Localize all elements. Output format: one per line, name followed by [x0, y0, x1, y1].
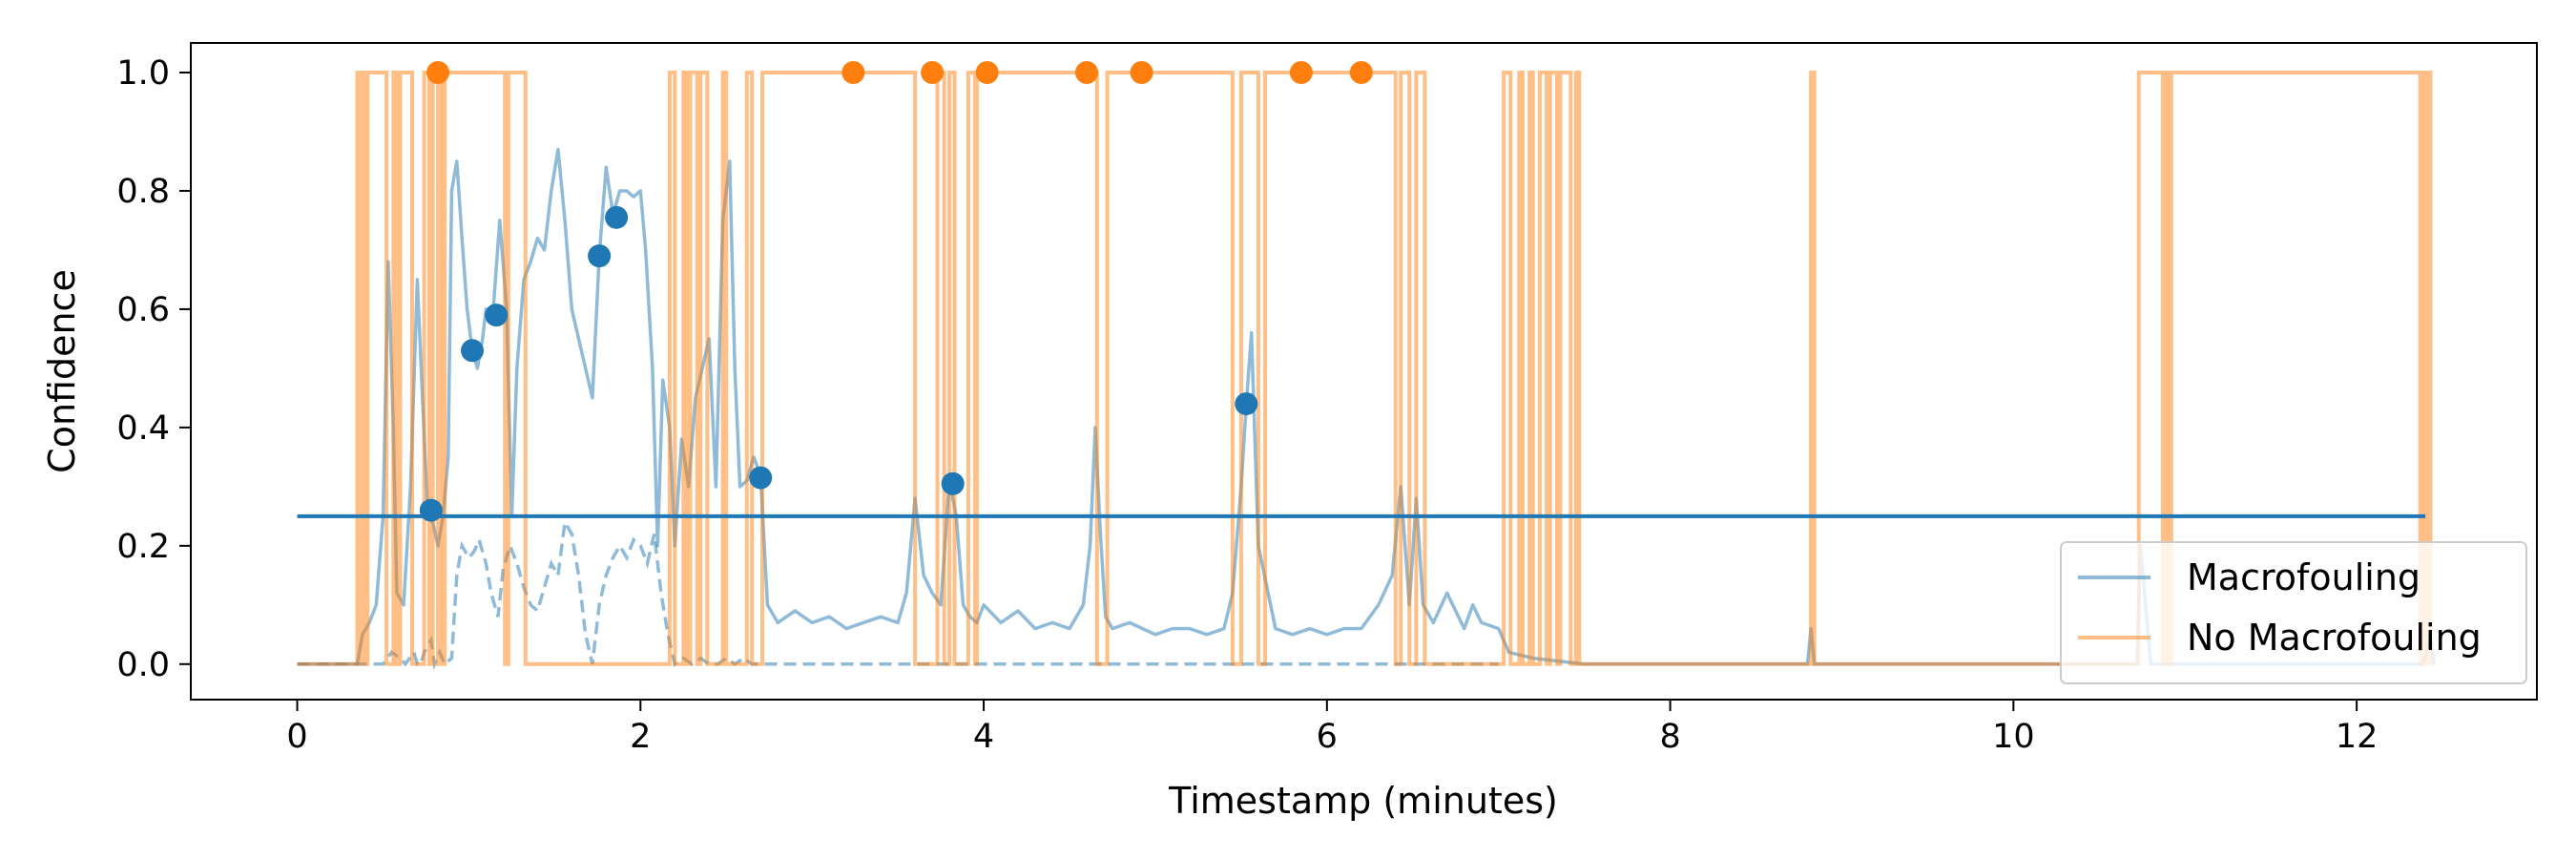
no-macrofouling-marker: [426, 60, 450, 84]
macrofouling-marker: [941, 471, 965, 495]
x-tick-label: 0: [286, 718, 307, 756]
legend-frame: [2060, 541, 2527, 684]
macrofouling-marker: [461, 339, 485, 363]
plot-area: [297, 60, 2436, 671]
y-axis: 0.0 0.2 0.4 0.6 0.8 1.0: [116, 54, 191, 684]
x-axis: 0 2 4 6 8 10 12: [286, 700, 2378, 756]
y-tick-label: 0.6: [116, 291, 170, 329]
no-macrofouling-marker: [1349, 60, 1373, 84]
plot-frame: [190, 42, 2538, 701]
macrofouling-marker: [588, 244, 612, 268]
legend: Macrofouling No Macrofouling: [2060, 541, 2527, 684]
no-macrofouling-marker: [841, 60, 865, 84]
y-axis-title: Confidence: [41, 269, 83, 473]
y-tick-label: 0.2: [116, 528, 170, 566]
x-tick-label: 6: [1317, 718, 1338, 756]
x-tick-label: 2: [630, 718, 651, 756]
x-tick-label: 10: [1992, 718, 2035, 756]
x-tick-label: 12: [2336, 718, 2379, 756]
macrofouling-marker: [605, 205, 629, 229]
y-tick-label: 0.8: [116, 173, 170, 211]
no-macrofouling-marker: [975, 60, 999, 84]
x-tick-label: 4: [973, 718, 994, 756]
no-macrofouling-marker: [1289, 60, 1313, 84]
legend-label-macrofouling: Macrofouling: [2187, 556, 2420, 598]
macrofouling-marker: [419, 498, 443, 522]
macrofouling-marker: [1235, 392, 1258, 416]
y-tick-label: 1.0: [116, 54, 170, 93]
series-line-dashed: [297, 516, 1499, 671]
macrofouling-marker: [485, 304, 509, 327]
no-macrofouling-marker: [1074, 60, 1098, 84]
x-tick-label: 8: [1659, 718, 1680, 756]
macrofouling-marker: [749, 466, 773, 490]
legend-label-no-macrofouling: No Macrofouling: [2187, 617, 2482, 659]
no-macrofouling-marker: [1130, 60, 1153, 84]
series-line-macrofouling: [297, 147, 2436, 666]
x-axis-title: Timestamp (minutes): [1168, 780, 1558, 822]
markers-layer: [419, 60, 1373, 522]
no-macrofouling-marker: [921, 60, 945, 84]
y-tick-label: 0.4: [116, 409, 170, 448]
y-tick-label: 0.0: [116, 646, 170, 684]
